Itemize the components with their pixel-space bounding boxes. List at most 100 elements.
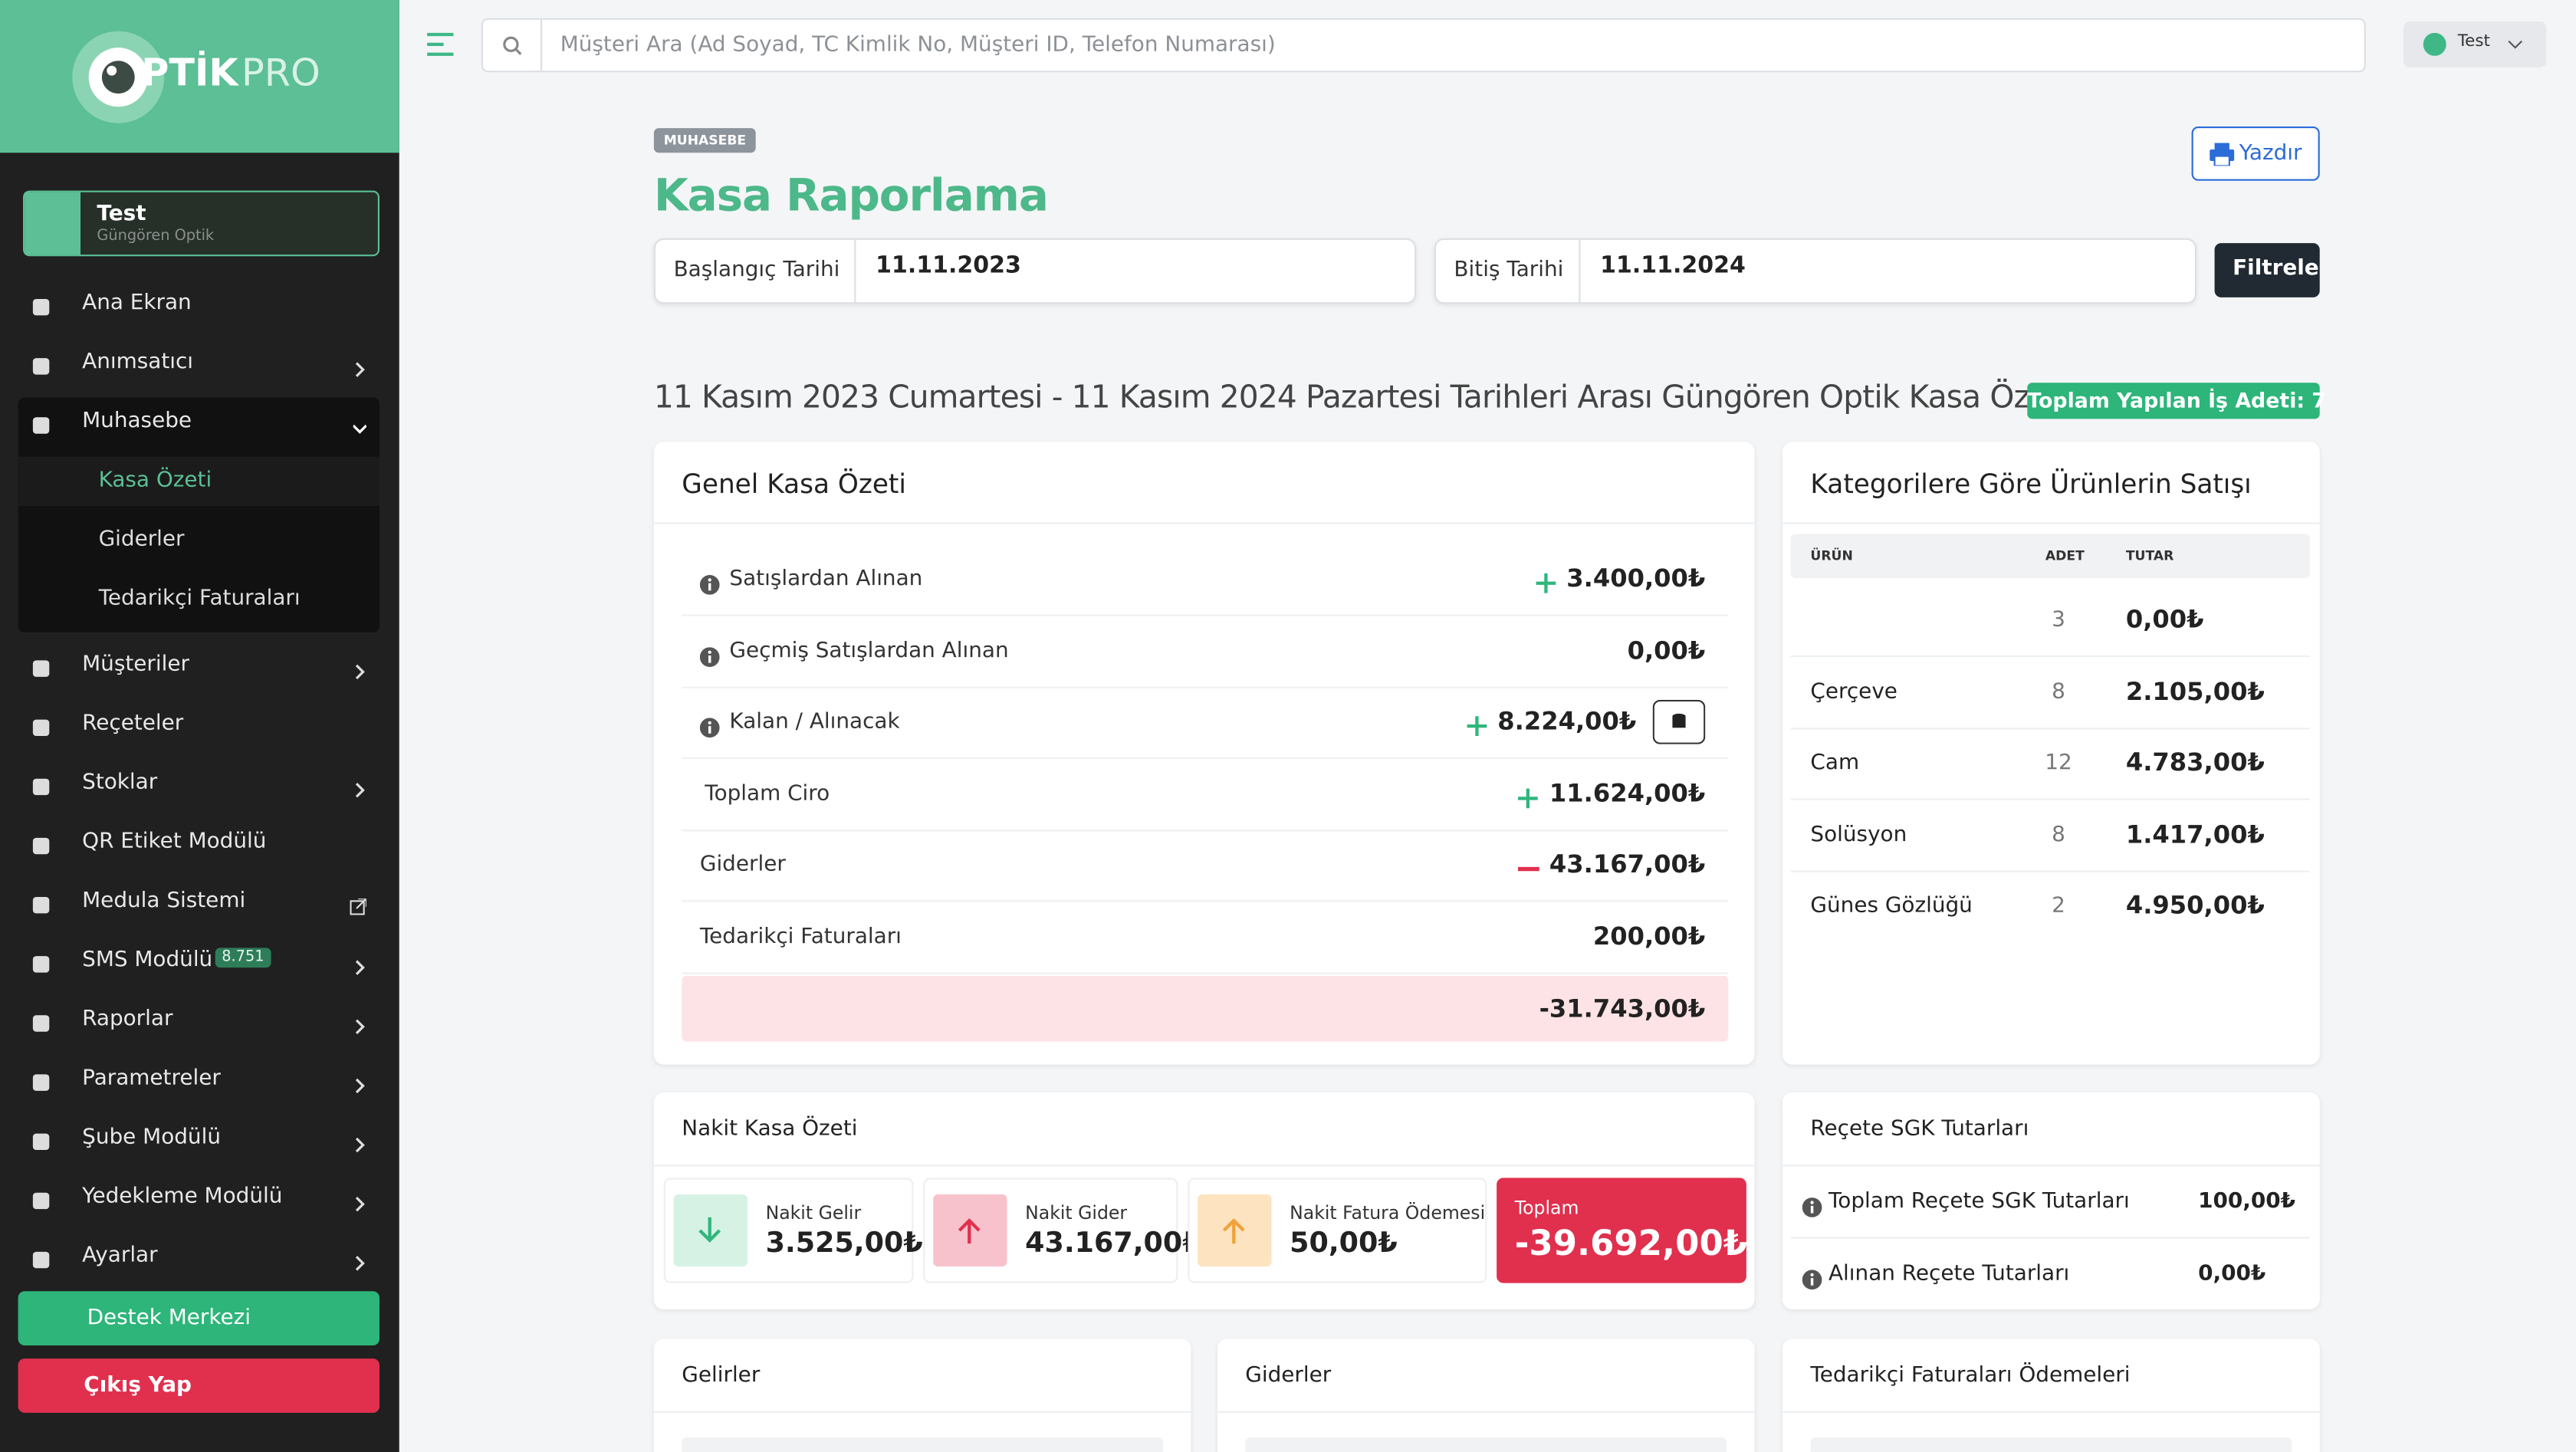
search-icon bbox=[503, 36, 522, 55]
nav-item[interactable]: QR Etiket Modülü bbox=[0, 818, 399, 864]
table-header bbox=[1790, 534, 2310, 579]
nav-item[interactable]: Ana Ekran bbox=[0, 279, 399, 325]
nav-icon-svg bbox=[32, 1133, 50, 1150]
bottom-card: Tedarikçi Faturaları Ödemeleri bbox=[1783, 1339, 2320, 1452]
user-name: Test bbox=[97, 202, 146, 227]
filter-button[interactable]: Filtrele bbox=[2214, 243, 2320, 297]
divider bbox=[1783, 1411, 2320, 1413]
menu-toggle[interactable] bbox=[426, 31, 455, 57]
nav-item[interactable]: Müşteriler bbox=[0, 641, 399, 687]
sgk-label: Alınan Reçete Tutarları bbox=[1829, 1261, 2070, 1286]
nav-icon-svg bbox=[32, 778, 50, 796]
user-menu[interactable]: Test bbox=[2404, 21, 2547, 67]
support-button[interactable]: Destek Merkezi bbox=[18, 1291, 380, 1345]
cash-icon bbox=[933, 1194, 1007, 1267]
placeholder-bar bbox=[1245, 1437, 1727, 1452]
print-label: Yazdır bbox=[2239, 141, 2302, 166]
start-date[interactable]: Başlangıç Tarihi 11.11.2023 bbox=[653, 238, 1417, 304]
nav-item[interactable]: Medula Sistemi bbox=[0, 877, 399, 923]
summary-row: Satışlardan Alınan 3.400,00₺ bbox=[682, 544, 1729, 616]
info-icon-svg bbox=[699, 718, 720, 738]
print-button[interactable]: Yazdır bbox=[2191, 126, 2320, 181]
nav-arrow bbox=[353, 774, 366, 798]
nav-arrow-svg bbox=[355, 1137, 365, 1153]
nav-item[interactable]: Parametreler bbox=[0, 1055, 399, 1101]
sign-icon-svg bbox=[1518, 788, 1538, 808]
table-row bbox=[1790, 656, 2310, 729]
nav-icon bbox=[31, 1068, 51, 1091]
sgk-amount: 100,00₺ bbox=[2198, 1189, 2296, 1214]
nav-arrow-svg bbox=[355, 1019, 365, 1034]
end-value: 11.11.2024 bbox=[1600, 253, 1746, 280]
breadcrumb: MUHASEBE bbox=[653, 128, 757, 153]
total-row: -31.743,00₺ bbox=[682, 975, 1729, 1042]
nav-item[interactable]: Muhasebe bbox=[0, 398, 399, 444]
nav-item[interactable]: Raporlar bbox=[0, 996, 399, 1042]
product-count: 8 bbox=[2052, 679, 2065, 705]
logo-icon bbox=[72, 31, 165, 123]
search-divider bbox=[540, 19, 543, 71]
nav-icon bbox=[31, 1186, 51, 1210]
nav-arrow-svg bbox=[355, 960, 365, 975]
table-row bbox=[1790, 728, 2310, 800]
search-box[interactable]: Müşteri Ara (Ad Soyad, TC Kimlik No, Müş… bbox=[481, 18, 2366, 73]
cash-total-label: Toplam bbox=[1514, 1197, 1579, 1219]
divider bbox=[1579, 239, 1581, 303]
user-card[interactable]: Test Güngören Optik bbox=[23, 190, 380, 257]
nav-icon-svg bbox=[32, 956, 50, 973]
nav-item[interactable]: Şube Modülü bbox=[0, 1114, 399, 1160]
divider bbox=[854, 239, 856, 303]
divider bbox=[1783, 522, 2320, 524]
end-date[interactable]: Bitiş Tarihi 11.11.2024 bbox=[1434, 238, 2196, 304]
nav-arrow bbox=[353, 353, 366, 377]
nav-item[interactable]: Reçeteler bbox=[0, 700, 399, 746]
cash-amount: 3.525,00₺ bbox=[765, 1227, 923, 1260]
product-total: 4.950,00₺ bbox=[2125, 890, 2265, 920]
summary-row: Geçmiş Satışlardan Alınan 0,00₺ bbox=[682, 616, 1729, 688]
card-title: Tedarikçi Faturaları Ödemeleri bbox=[1810, 1363, 2131, 1388]
nav-label: Raporlar bbox=[82, 1007, 173, 1032]
divider bbox=[653, 1165, 1755, 1167]
nav-item[interactable]: Ayarlar bbox=[0, 1232, 399, 1278]
start-label: Başlangıç Tarihi bbox=[673, 258, 840, 283]
nav-icon bbox=[31, 1127, 51, 1150]
info-icon-svg bbox=[699, 575, 720, 595]
nav-item[interactable]: Yedekleme Modülü bbox=[0, 1173, 399, 1219]
nav-item[interactable]: Anımsatıcı bbox=[0, 338, 399, 384]
nav-label: Ana Ekran bbox=[82, 291, 192, 316]
logout-button[interactable]: Çıkış Yap bbox=[18, 1358, 380, 1413]
divider bbox=[653, 522, 1755, 524]
nav-arrow bbox=[353, 655, 366, 680]
sign-icon bbox=[1464, 713, 1487, 737]
nav-arrow-svg bbox=[352, 424, 367, 434]
nav-item[interactable]: SMS Modülü 8.751 bbox=[0, 936, 399, 982]
product-count: 2 bbox=[2052, 893, 2065, 918]
nav-arrow-svg bbox=[355, 1197, 365, 1212]
row-amount: 43.167,00₺ bbox=[1549, 849, 1706, 880]
info-icon-svg bbox=[1802, 1270, 1822, 1290]
nav-subitem[interactable]: Kasa Özeti bbox=[18, 456, 380, 506]
nav-icon bbox=[31, 292, 51, 316]
nav-external-svg bbox=[350, 898, 367, 915]
bottom-card: Giderler bbox=[1217, 1339, 1755, 1452]
nav-item[interactable]: Stoklar bbox=[0, 759, 399, 805]
summary-row: Tedarikçi Faturaları 200,00₺ bbox=[682, 902, 1729, 974]
card-title: Giderler bbox=[1245, 1363, 1332, 1388]
row-amount: 0,00₺ bbox=[1627, 635, 1706, 665]
cash-amount: 50,00₺ bbox=[1290, 1227, 1398, 1260]
product-name: Günes Gözlüğü bbox=[1810, 893, 1973, 918]
nav-label: Anımsatıcı bbox=[82, 350, 194, 375]
sgk-amount: 0,00₺ bbox=[2198, 1261, 2266, 1286]
page-title: Kasa Raporlama bbox=[653, 170, 1049, 222]
cash-item: Nakit Gelir 3.525,00₺ bbox=[663, 1178, 923, 1283]
nav-subitem[interactable]: Giderler bbox=[18, 516, 380, 565]
cash-icon-svg bbox=[933, 1194, 1007, 1267]
sign-icon bbox=[1516, 785, 1539, 808]
nav-label: Medula Sistemi bbox=[82, 889, 246, 914]
card-title: Nakit Kasa Özeti bbox=[682, 1117, 858, 1142]
info-icon bbox=[699, 642, 720, 667]
nav-icon bbox=[31, 1245, 51, 1269]
logo-light: PRO bbox=[242, 52, 320, 96]
nav-subitem[interactable]: Tedarikçi Faturaları bbox=[18, 575, 380, 624]
nav-arrow bbox=[352, 412, 367, 434]
